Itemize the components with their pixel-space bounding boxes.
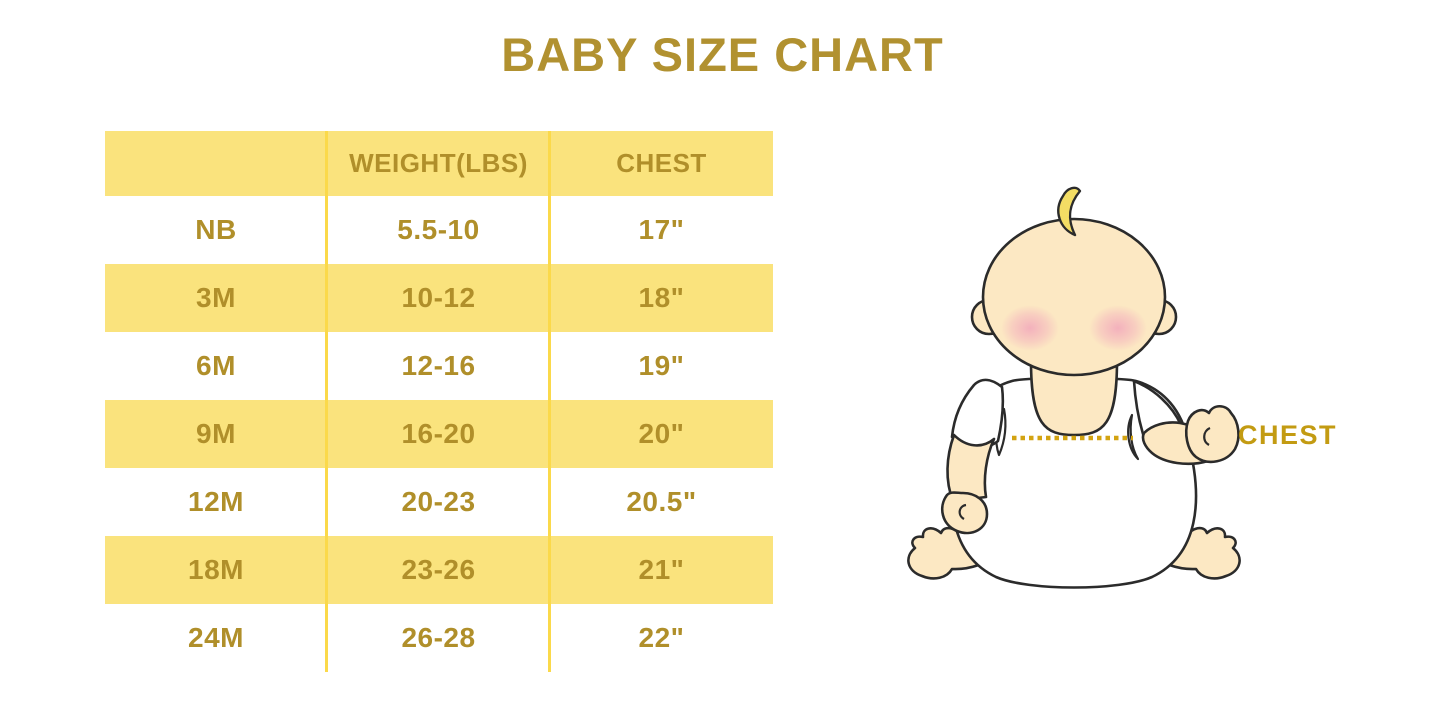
page-title: BABY SIZE CHART [501,28,944,81]
baby-right-blush [1089,305,1147,351]
cell-size: 24M [188,622,244,653]
table-row: NB 5.5-10 17" [105,196,773,264]
table-body: NB 5.5-10 17" 3M 10-12 18" 6M 12-16 19" … [105,196,773,672]
cell-chest: 19" [638,350,685,381]
baby-left-forearm [946,433,996,503]
cell-size: 12M [188,486,244,517]
cell-chest: 18" [638,282,685,313]
cell-weight: 16-20 [401,418,476,449]
cell-size: NB [195,214,237,245]
cell-chest: 17" [638,214,685,245]
baby-right-fist [1184,404,1240,464]
cell-size: 9M [196,418,236,449]
baby-right-thumb-line [1203,426,1211,446]
header-cell-weight: WEIGHT(LBS) [349,148,528,178]
table-row: 3M 10-12 18" [105,264,773,332]
baby-head [981,217,1167,377]
baby-svg [907,186,1241,589]
baby-left-blush [1001,305,1059,351]
table-row: 6M 12-16 19" [105,332,773,400]
cell-chest: 20.5" [626,486,697,517]
table-row: 18M 23-26 21" [105,536,773,604]
chest-label: CHEST [1238,420,1338,450]
cell-size: 18M [188,554,244,585]
header-cell-chest: CHEST [616,148,707,178]
baby-neck [1029,359,1119,437]
table-row: 9M 16-20 20" [105,400,773,468]
cell-size: 3M [196,282,236,313]
cell-weight: 10-12 [401,282,476,313]
baby-left-fist [940,491,989,535]
column-divider-1 [325,131,328,672]
table-header-row: WEIGHT(LBS) CHEST [105,131,773,196]
size-table: WEIGHT(LBS) CHEST NB 5.5-10 17" 3M 10-12… [105,131,773,672]
baby-right-armpit [1127,413,1140,461]
cell-chest: 20" [638,418,685,449]
cell-weight: 5.5-10 [397,214,480,245]
baby-illustration [890,185,1258,605]
cell-chest: 21" [638,554,685,585]
table-row: 12M 20-23 20.5" [105,468,773,536]
header-cell-size [105,131,327,196]
column-divider-2 [548,131,551,672]
cell-chest: 22" [638,622,685,653]
baby-left-thumb-line [958,503,967,520]
cell-weight: 12-16 [401,350,476,381]
table-row: 24M 26-28 22" [105,604,773,672]
cell-weight: 20-23 [401,486,476,517]
baby-left-sleeve [950,378,1005,449]
baby-hair-tuft [1057,186,1082,237]
cell-size: 6M [196,350,236,381]
cell-weight: 23-26 [401,554,476,585]
cell-weight: 26-28 [401,622,476,653]
